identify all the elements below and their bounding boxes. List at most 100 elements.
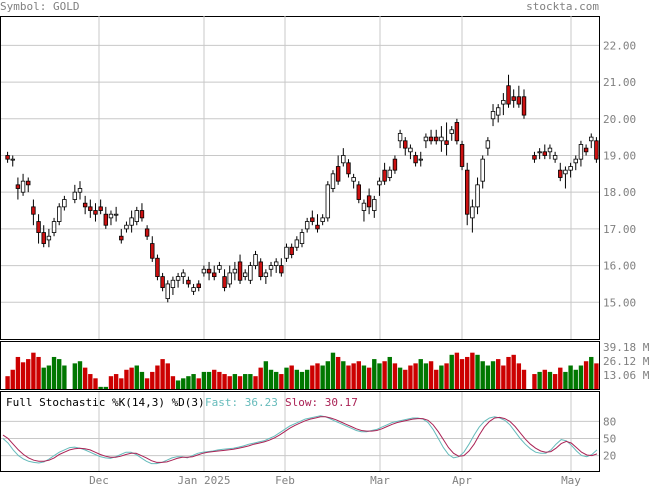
volume-bar <box>186 376 191 389</box>
volume-bar <box>191 374 196 389</box>
candle-body <box>320 217 325 222</box>
volume-bar <box>335 356 341 389</box>
candle-body <box>341 155 346 164</box>
volume-bar <box>77 361 83 389</box>
volume-bar <box>160 359 165 389</box>
volume-bar <box>475 354 480 389</box>
volume-bar <box>485 365 491 389</box>
candle-body <box>15 184 21 189</box>
candle-body <box>583 147 589 153</box>
volume-bar <box>330 352 336 389</box>
volume-bar <box>511 354 516 389</box>
candle-body <box>284 246 289 259</box>
volume-bar <box>315 363 320 389</box>
volume-bar <box>501 365 506 389</box>
volume-bar <box>495 359 501 389</box>
candle-body <box>490 111 496 120</box>
volume-bar <box>88 374 93 389</box>
volume-bar <box>124 369 129 389</box>
volume-bar <box>93 378 98 389</box>
volume-tick-label: 13.06 M <box>603 369 650 382</box>
candle-body <box>403 140 408 149</box>
symbol-label: Symbol: GOLD <box>0 0 80 13</box>
volume-bar <box>392 363 398 389</box>
candle-body <box>222 276 227 289</box>
volume-bar <box>403 369 408 389</box>
volume-bar <box>139 371 145 389</box>
volume-bar <box>578 365 584 389</box>
volume-bar <box>36 356 41 389</box>
candle-body <box>217 265 222 270</box>
candle-body <box>144 228 150 237</box>
candle-body <box>335 166 341 182</box>
stoch-tick-label: 20 <box>603 450 616 463</box>
candle-body <box>516 96 522 105</box>
candle-body <box>237 261 243 281</box>
candle-body <box>243 272 248 278</box>
candle-body <box>279 265 284 274</box>
volume-bar <box>428 361 434 389</box>
x-tick-label: Apr <box>452 474 472 486</box>
volume-bar <box>10 369 15 389</box>
candle-body <box>289 246 294 255</box>
price-tick-label: 18.00 <box>603 186 636 199</box>
candle-body <box>93 210 98 215</box>
candle-body <box>108 213 114 219</box>
volume-bar <box>51 356 57 389</box>
candle-body <box>372 199 377 211</box>
price-tick-label: 22.00 <box>603 39 636 52</box>
volume-bar <box>372 359 377 389</box>
volume-bar <box>263 361 269 389</box>
candle-body <box>506 85 511 105</box>
volume-bar <box>144 378 150 389</box>
candle-body <box>501 100 506 105</box>
candle-body <box>299 232 305 244</box>
candle-body <box>382 169 387 182</box>
candle-body <box>129 217 134 226</box>
volume-bar <box>289 365 294 389</box>
candle-body <box>46 235 52 241</box>
volume-bar <box>459 359 465 389</box>
candle-body <box>201 268 207 274</box>
volume-bar <box>119 378 124 389</box>
volume-bar <box>248 374 253 389</box>
candle-body <box>573 158 578 164</box>
candle-body <box>232 268 238 274</box>
volume-bar <box>82 367 88 389</box>
candle-body <box>366 195 372 208</box>
volume-bar <box>175 380 181 389</box>
stochastic-panel-frame <box>0 391 600 472</box>
volume-bar <box>397 367 403 389</box>
volume-bar <box>454 352 460 389</box>
candle-body <box>57 206 62 222</box>
candle-body <box>160 276 165 289</box>
volume-bar <box>237 376 243 389</box>
volume-bar <box>165 363 170 389</box>
volume-bar <box>387 356 392 389</box>
volume-bar <box>129 367 134 389</box>
volume-bar <box>351 363 356 389</box>
candle-body <box>268 265 274 270</box>
volume-bar <box>423 363 429 389</box>
candle-body <box>459 144 465 167</box>
volume-bar <box>521 369 527 389</box>
volume-bar <box>299 371 305 389</box>
volume-bar <box>20 362 26 389</box>
candle-body <box>20 180 26 193</box>
volume-bar <box>568 365 573 389</box>
x-tick-label: Feb <box>275 474 295 486</box>
price-panel-frame <box>0 16 600 340</box>
volume-bar <box>563 371 568 389</box>
volume-bar <box>201 371 207 389</box>
volume-bar <box>542 369 547 389</box>
stoch-slow-line <box>2 416 598 463</box>
candle-body <box>103 213 109 226</box>
volume-bar <box>516 363 522 389</box>
volume-bars <box>5 352 599 389</box>
stoch-tick-label: 80 <box>603 415 616 428</box>
volume-bar <box>294 369 300 389</box>
candle-body <box>191 287 196 292</box>
candle-body <box>439 136 444 142</box>
volume-bar <box>150 371 155 389</box>
